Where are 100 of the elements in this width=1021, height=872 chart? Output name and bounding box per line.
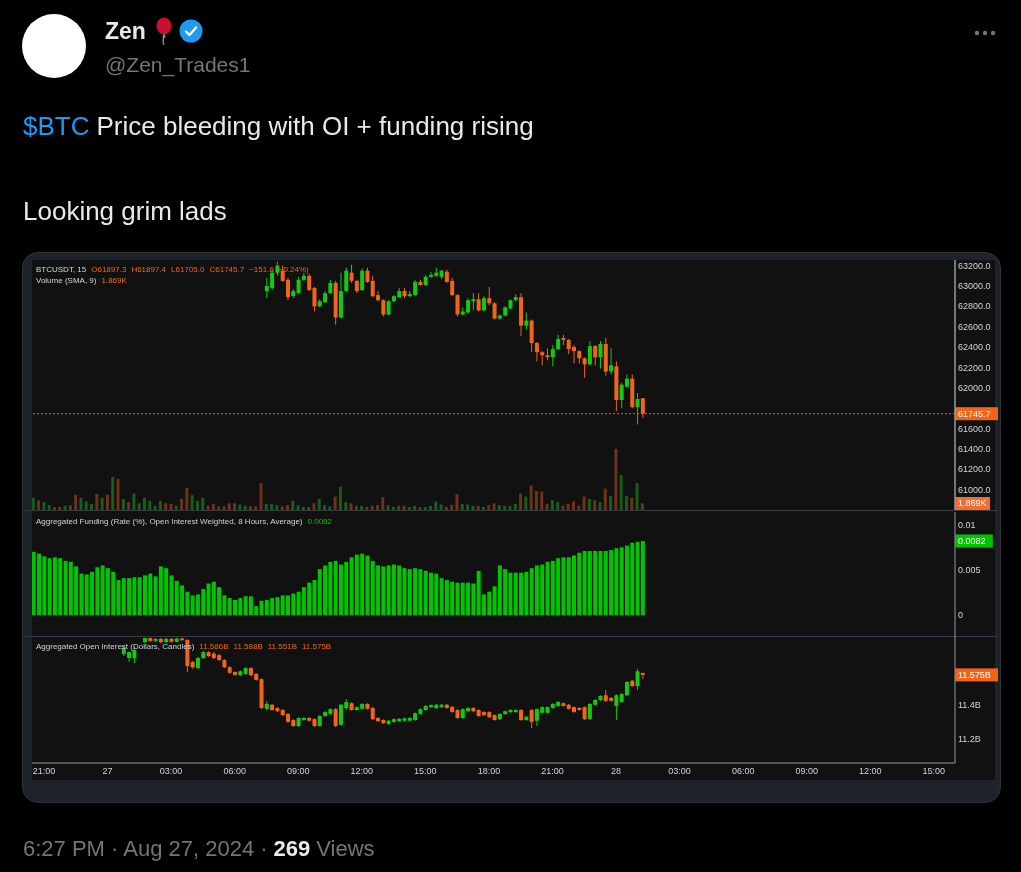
bar xyxy=(74,494,78,510)
y-tick-label: 62800.0 xyxy=(958,301,991,312)
x-tick-label: 27 xyxy=(102,766,113,777)
x-tick-label: 28 xyxy=(611,766,622,777)
candlestick xyxy=(587,340,592,366)
bar xyxy=(148,500,152,510)
bar xyxy=(323,505,327,510)
y-tick-label: 61200.0 xyxy=(958,464,991,475)
bar xyxy=(95,494,99,510)
bar xyxy=(222,506,226,510)
y-tick-label: 11.4B xyxy=(958,699,981,710)
bar xyxy=(233,503,237,510)
bar xyxy=(296,505,300,510)
candlestick xyxy=(635,668,640,691)
candlestick xyxy=(640,672,645,680)
bar xyxy=(307,506,311,510)
bar xyxy=(180,498,184,510)
y-tick-label: 63200.0 xyxy=(958,260,991,271)
bar xyxy=(534,491,538,510)
bar xyxy=(360,505,364,510)
bar xyxy=(381,497,385,510)
bar xyxy=(476,505,480,510)
candlestick xyxy=(529,708,534,729)
y-tick-label: 61600.0 xyxy=(958,423,991,434)
bar xyxy=(624,495,628,510)
bar xyxy=(603,488,607,510)
candlestick xyxy=(529,319,534,353)
bar xyxy=(434,501,438,510)
x-tick-label: 21:00 xyxy=(541,766,564,777)
y-tick-label: 11.575B xyxy=(958,670,991,681)
bar xyxy=(111,476,115,510)
bar xyxy=(529,485,533,510)
bar xyxy=(90,503,94,510)
y-tick-label: 62400.0 xyxy=(958,342,991,353)
candlestick xyxy=(476,292,481,312)
text: Zen xyxy=(105,17,146,45)
bar xyxy=(58,506,62,510)
bar xyxy=(450,505,454,510)
y-tick-label: 62200.0 xyxy=(958,362,991,373)
bar xyxy=(524,496,528,510)
candlestick xyxy=(582,356,587,379)
bar xyxy=(402,505,406,510)
y-tick-label: 63000.0 xyxy=(958,281,991,292)
bar xyxy=(153,505,157,510)
bar xyxy=(423,506,427,510)
x-tick-label: 12:00 xyxy=(858,766,882,777)
bar xyxy=(391,506,395,510)
bar xyxy=(545,503,549,510)
bar xyxy=(238,504,242,510)
bar xyxy=(344,502,348,510)
y-tick-label: 0 xyxy=(958,610,964,621)
bar xyxy=(84,501,88,510)
x-tick-label: 15:00 xyxy=(414,766,437,777)
bar xyxy=(121,498,125,510)
bar xyxy=(471,505,475,510)
x-tick-label: 06:00 xyxy=(731,766,755,777)
candlestick xyxy=(333,707,338,728)
candlestick xyxy=(614,693,619,721)
bar xyxy=(413,505,417,510)
annotation: 1.869K xyxy=(101,276,127,285)
bar xyxy=(614,448,618,510)
bar xyxy=(195,500,199,510)
annotation: 11.588B xyxy=(233,642,263,651)
x-tick-label: 21:00 xyxy=(32,766,56,777)
bar xyxy=(460,503,464,510)
bar xyxy=(291,500,295,510)
ref-line-label: 61745.7 xyxy=(958,408,991,419)
annotation: 11.586B xyxy=(199,642,229,651)
bar xyxy=(132,493,136,510)
y-tick-label: 0.01 xyxy=(958,519,976,530)
bar xyxy=(333,496,337,510)
bar xyxy=(508,505,512,510)
candlestick xyxy=(550,344,555,367)
text: Aggregated Funding (Rate (%), Open Interest Weighted, 8 Hours, Average) xyxy=(36,517,303,526)
bar xyxy=(185,487,189,510)
candlestick xyxy=(598,340,603,369)
x-tick-label: 15:00 xyxy=(922,766,946,777)
bar xyxy=(190,495,194,510)
bar xyxy=(370,505,374,510)
bar xyxy=(317,498,321,510)
bar xyxy=(116,478,120,510)
x-tick-label: 09:00 xyxy=(795,766,818,777)
bar xyxy=(640,503,644,510)
bar xyxy=(248,506,252,510)
bar xyxy=(354,505,358,510)
x-tick-label: 09:00 xyxy=(286,766,310,777)
bar xyxy=(630,497,634,510)
bar xyxy=(619,475,623,510)
bar xyxy=(243,505,247,510)
bar xyxy=(301,506,305,510)
y-tick-label: 0.0082 xyxy=(958,536,986,547)
bar xyxy=(328,506,332,510)
annotation: 11.575B xyxy=(301,642,332,651)
bar xyxy=(68,505,72,510)
bar xyxy=(577,505,581,510)
bar xyxy=(556,502,560,510)
bar xyxy=(466,504,470,510)
bar xyxy=(79,497,83,510)
bar xyxy=(47,505,51,510)
y-tick-label: 0.005 xyxy=(958,565,981,576)
